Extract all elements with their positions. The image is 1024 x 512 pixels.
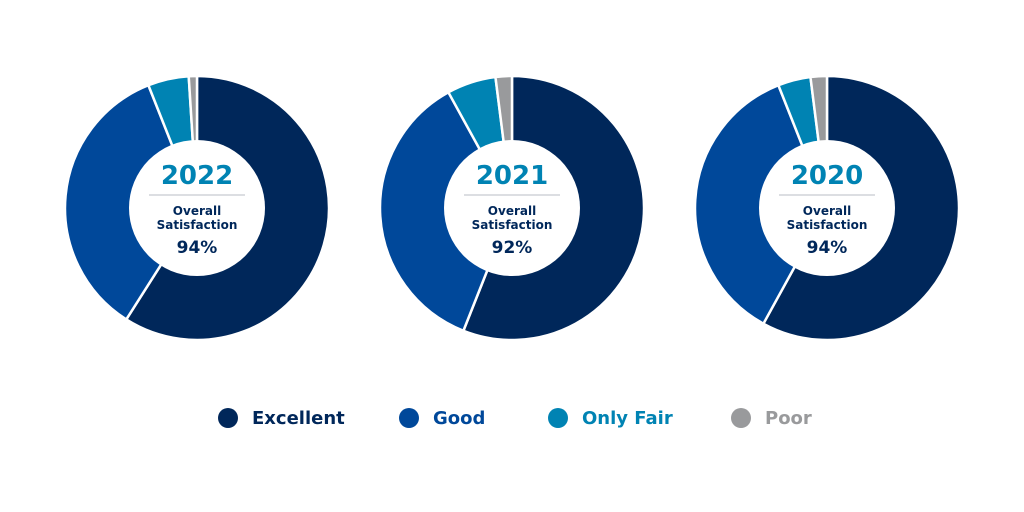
donut-hole-2022 (129, 140, 265, 276)
legend: Excellent Good Only Fair Poor (0, 398, 1024, 438)
legend-item-only-fair: Only Fair (548, 398, 673, 438)
legend-label-only-fair: Only Fair (582, 407, 673, 429)
center-label-line: Overall (173, 204, 221, 218)
center-value-2022: 94% (177, 238, 218, 258)
legend-item-poor: Poor (731, 398, 812, 438)
chart-year-2020: 2020 (791, 161, 863, 191)
center-label-line: Overall (803, 204, 851, 218)
center-label-line: Overall (488, 204, 536, 218)
legend-item-good: Good (399, 398, 485, 438)
legend-swatch-excellent (218, 408, 238, 428)
center-label-line: Satisfaction (157, 218, 238, 232)
legend-swatch-good (399, 408, 419, 428)
center-value-2020: 94% (807, 238, 848, 258)
legend-label-excellent: Excellent (252, 407, 345, 429)
donut-charts: 2022OverallSatisfaction94%2021OverallSat… (63, 74, 961, 342)
legend-label-good: Good (433, 407, 486, 429)
chart-year-2022: 2022 (161, 161, 233, 191)
legend-swatch-only-fair (548, 408, 568, 428)
donut-hole-2020 (759, 140, 895, 276)
center-value-2021: 92% (492, 238, 533, 258)
center-label-line: Satisfaction (472, 218, 553, 232)
legend-swatch-poor (731, 408, 751, 428)
center-label-line: Satisfaction (787, 218, 868, 232)
legend-item-excellent: Excellent (218, 398, 345, 438)
donut-hole-2021 (444, 140, 580, 276)
legend-label-poor: Poor (765, 407, 812, 429)
chart-year-2021: 2021 (476, 161, 548, 191)
